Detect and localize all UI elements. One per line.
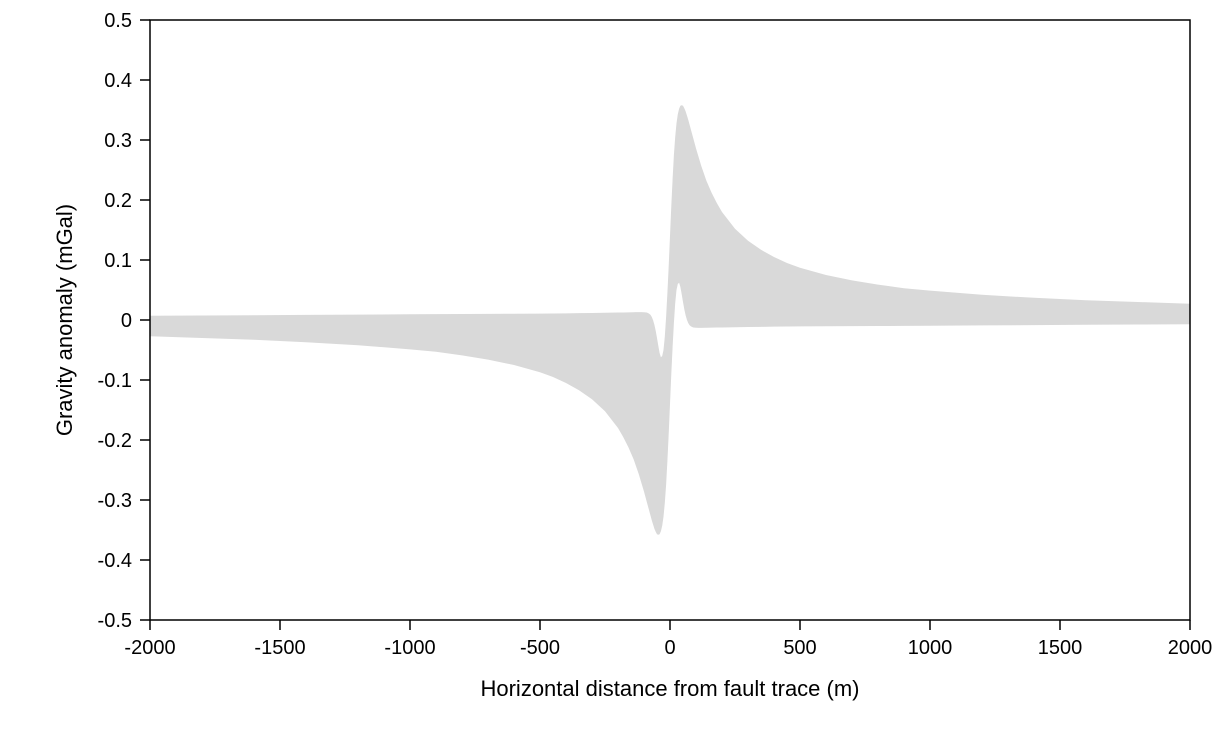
x-tick-label: 1000 <box>908 637 953 659</box>
x-tick-label: -1500 <box>254 637 305 659</box>
x-tick-label: -1000 <box>384 637 435 659</box>
x-tick-label: -2000 <box>124 637 175 659</box>
y-tick-label: 0.4 <box>104 70 132 92</box>
x-tick-label: -500 <box>520 637 560 659</box>
x-tick-label: 1500 <box>1038 637 1083 659</box>
y-tick-label: -0.5 <box>98 610 132 632</box>
y-tick-label: 0.3 <box>104 130 132 152</box>
y-tick-label: -0.3 <box>98 490 132 512</box>
y-axis-label: Gravity anomaly (mGal) <box>52 204 77 436</box>
y-tick-label: -0.4 <box>98 550 132 572</box>
y-tick-label: 0.5 <box>104 10 132 32</box>
y-tick-label: 0.2 <box>104 190 132 212</box>
x-tick-label: 500 <box>783 637 816 659</box>
chart-container: -2000 -1500 -1000 -500 0 500 1000 1500 2000 -0.5 -… <box>0 0 1216 731</box>
y-tick-label: -0.2 <box>98 430 132 452</box>
y-tick-label: 0 <box>121 310 132 332</box>
gravity-anomaly-chart: -2000 -1500 -1000 -500 0 500 1000 1500 2000 -0.5 -… <box>0 0 1216 731</box>
y-tick-label: 0.1 <box>104 250 132 272</box>
x-tick-label: 2000 <box>1168 637 1213 659</box>
x-tick-label: 0 <box>664 637 675 659</box>
y-tick-label: -0.1 <box>98 370 132 392</box>
x-axis-label: Horizontal distance from fault trace (m) <box>480 676 859 701</box>
anomaly-band <box>150 105 1190 535</box>
